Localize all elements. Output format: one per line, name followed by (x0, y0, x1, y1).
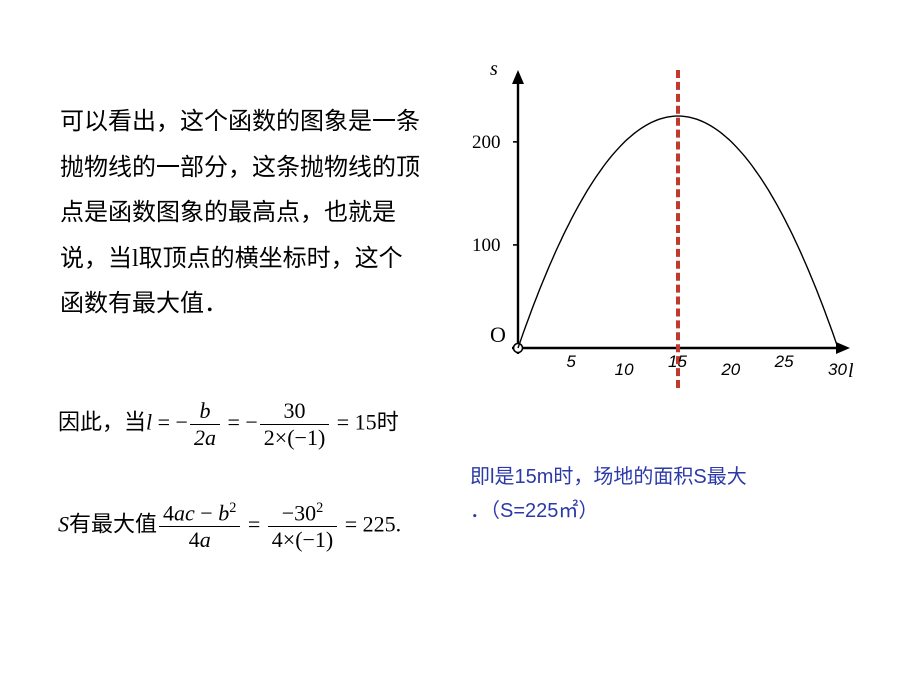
x-tick-5: 5 (566, 352, 575, 372)
paragraph-text: 可以看出，这个函数的图象是一条抛物线的一部分，这条抛物线的顶点是函数图象的最高点… (60, 109, 420, 317)
eq1-frac1-num: b (190, 398, 220, 424)
eq2-frac1-den: 4a (159, 526, 240, 553)
y-axis-label: s (490, 58, 498, 81)
eq1-frac2-den: 2×(−1) (260, 424, 329, 451)
eq2-frac2-den: 4×(−1) (268, 526, 337, 553)
x-tick-20: 20 (721, 360, 740, 380)
x-tick-30: 30 (828, 360, 847, 380)
eq2-frac1-num: 4ac − b2 (159, 500, 240, 526)
eq1-frac1-den: 2a (190, 424, 220, 451)
chart-caption: 即l是15m时，场地的面积S最大 ．（S=225㎡） (470, 460, 747, 528)
equation-max-value: S有最大值4ac − b24a = −3024×(−1) = 225. (58, 500, 401, 553)
x-axis-label: l (848, 360, 854, 383)
origin-label: O (490, 322, 506, 348)
x-tick-15: 15 (668, 352, 687, 372)
eq2-frac2: −3024×(−1) (268, 500, 337, 553)
y-tick-200: 200 (472, 132, 501, 154)
eq1-frac2: 302×(−1) (260, 398, 329, 451)
eq1-eq1: = − (152, 410, 188, 435)
x-tick-25: 25 (775, 352, 794, 372)
eq2-frac1: 4ac − b24a (159, 500, 240, 553)
eq2-cn: 有最大值 (69, 512, 157, 537)
caption-line2: ．（S=225㎡） (470, 500, 598, 522)
eq1-mid: = − (222, 410, 258, 435)
equation-vertex-x: 因此，当l = −b2a = −302×(−1) = 15时 (58, 398, 399, 451)
y-tick-100: 100 (472, 235, 501, 257)
eq2-var-S: S (58, 512, 69, 537)
x-tick-10: 10 (615, 360, 634, 380)
eq2-rhs: = 225. (339, 512, 401, 537)
vertex-dashed-line (676, 70, 680, 388)
caption-line1: 即l是15m时，场地的面积S最大 (470, 466, 747, 488)
eq2-mid: = (242, 512, 265, 537)
eq1-frac2-num: 30 (260, 398, 329, 424)
eq1-frac1: b2a (190, 398, 220, 451)
eq1-rhs: = 15 (331, 410, 376, 435)
parabola-chart: s l O 5 10 15 20 25 30 100 200 (450, 60, 870, 400)
eq2-frac2-num: −302 (268, 500, 337, 526)
eq1-suffix: 时 (377, 410, 399, 435)
explanation-paragraph: 可以看出，这个函数的图象是一条抛物线的一部分，这条抛物线的顶点是函数图象的最高点… (60, 100, 420, 328)
eq1-prefix: 因此，当 (58, 410, 146, 435)
chart-svg (450, 60, 870, 400)
